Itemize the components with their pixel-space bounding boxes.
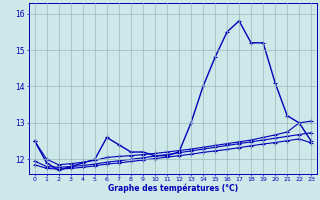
X-axis label: Graphe des températures (°C): Graphe des températures (°C) <box>108 184 238 193</box>
